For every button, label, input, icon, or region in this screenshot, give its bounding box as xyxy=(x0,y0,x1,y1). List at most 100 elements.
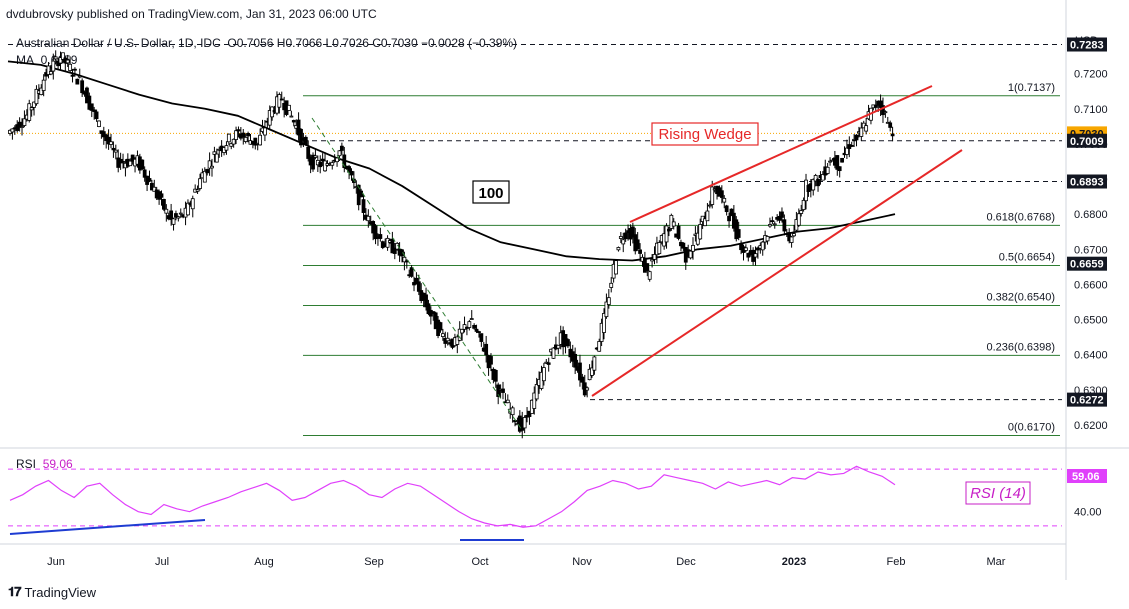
candle-body xyxy=(647,271,652,280)
candle-body xyxy=(472,324,477,329)
candle-body xyxy=(602,313,606,333)
candle-body xyxy=(61,52,65,60)
candle-body xyxy=(727,215,731,222)
candle-body xyxy=(330,162,335,166)
rsi-legend[interactable]: RSI 59.06 xyxy=(16,457,73,471)
candle-body xyxy=(623,232,628,240)
rsi-annotation-box xyxy=(965,481,1031,505)
candle-body xyxy=(426,303,431,315)
price-chart[interactable]: 1(0.7137) 0.618(0.6768) 0.5(0.6654) 0.382(0… xyxy=(0,0,1129,580)
candle-body xyxy=(566,339,570,347)
candle-body xyxy=(152,186,157,192)
candle-body xyxy=(801,199,806,210)
candle-body xyxy=(149,182,154,191)
candle-body xyxy=(226,133,231,143)
candle-body xyxy=(532,392,537,409)
candle-body xyxy=(724,205,729,213)
candle-body xyxy=(551,347,556,359)
candle-body xyxy=(121,161,125,163)
candle-body xyxy=(707,204,712,207)
candle-body xyxy=(541,367,546,382)
candle-body xyxy=(56,60,60,67)
candle-body xyxy=(207,160,212,169)
candle-body xyxy=(681,242,686,249)
candle-body xyxy=(385,237,390,248)
candle-body xyxy=(366,215,371,222)
candle-body xyxy=(780,211,784,218)
candle-body xyxy=(89,103,94,111)
candle-body xyxy=(873,104,878,108)
candle-body xyxy=(359,190,364,198)
candle-body xyxy=(198,178,202,189)
symbol-name[interactable]: Australian Dollar / U.S. Dollar, 1D, IDC xyxy=(16,36,221,50)
candle-body xyxy=(10,128,15,133)
candle-body xyxy=(614,260,618,275)
tradingview-logo-icon: 𝟏𝟕 xyxy=(8,584,22,599)
candle-body xyxy=(174,213,178,218)
fib-level-label: 0.236(0.6398) xyxy=(987,341,1056,353)
rsi-line xyxy=(9,465,896,528)
candle-body xyxy=(849,144,854,147)
candle-body xyxy=(616,247,621,251)
candle-body xyxy=(765,236,770,242)
rsi-annotation: RSI (14) xyxy=(970,485,1026,502)
candle-body xyxy=(845,147,849,155)
price-badge xyxy=(1067,256,1107,271)
candle-body xyxy=(501,388,505,393)
candle-body xyxy=(505,399,510,404)
candle-body xyxy=(671,221,676,227)
price-badge xyxy=(1067,37,1107,52)
time-tick-label: Aug xyxy=(254,556,274,568)
candle-body xyxy=(534,384,539,400)
price-tick-label: 0.6200 xyxy=(1074,420,1108,432)
candle-body xyxy=(195,189,200,192)
candle-body xyxy=(373,225,378,240)
candle-body xyxy=(320,158,325,162)
candle-body xyxy=(246,132,250,137)
fib-level-label: 1(0.7137) xyxy=(1008,82,1055,94)
candle-body xyxy=(402,256,407,263)
candle-body xyxy=(474,328,479,332)
candle-body xyxy=(65,59,70,64)
candle-body xyxy=(347,166,351,173)
wedge-upper-line xyxy=(629,85,933,223)
candle-body xyxy=(68,63,73,71)
price-tick-label: 0.6700 xyxy=(1074,244,1108,256)
candle-body xyxy=(306,146,311,159)
candle-body xyxy=(128,160,133,167)
candle-body xyxy=(87,95,92,110)
price-badge-label: 0.6659 xyxy=(1070,259,1104,271)
tradingview-footer[interactable]: 𝟏𝟕 TradingView xyxy=(8,584,96,600)
price-tick-label: 0.6500 xyxy=(1074,315,1108,327)
candle-body xyxy=(214,153,219,163)
candle-body xyxy=(339,145,344,151)
candle-body xyxy=(772,223,777,226)
rsi-badge-label: 59.06 xyxy=(1072,471,1100,483)
candle-body xyxy=(703,218,707,227)
candle-body xyxy=(241,132,246,138)
candle-body xyxy=(590,367,594,376)
candle-body xyxy=(289,115,294,118)
candle-body xyxy=(691,244,695,252)
candle-body xyxy=(592,356,597,371)
rsi-label: RSI xyxy=(16,457,37,471)
candle-body xyxy=(186,202,190,216)
candle-body xyxy=(130,154,135,162)
candle-body xyxy=(770,220,775,223)
rsi-badge xyxy=(1067,469,1107,483)
candle-body xyxy=(777,215,782,221)
candle-body xyxy=(229,143,234,147)
candle-body xyxy=(263,127,267,136)
price-tick-label: 0.6600 xyxy=(1074,279,1108,291)
candle-body xyxy=(236,129,241,132)
candle-body xyxy=(467,321,472,328)
candle-body xyxy=(20,126,24,128)
time-tick-label: 2023 xyxy=(782,556,806,568)
candle-body xyxy=(606,297,611,305)
candle-body xyxy=(171,218,176,225)
candle-body xyxy=(32,101,36,108)
candle-body xyxy=(835,155,840,170)
candle-body xyxy=(378,234,383,239)
price-badge-label: 0.6893 xyxy=(1070,177,1104,189)
ohlc-low: L0.7026 xyxy=(325,36,369,50)
